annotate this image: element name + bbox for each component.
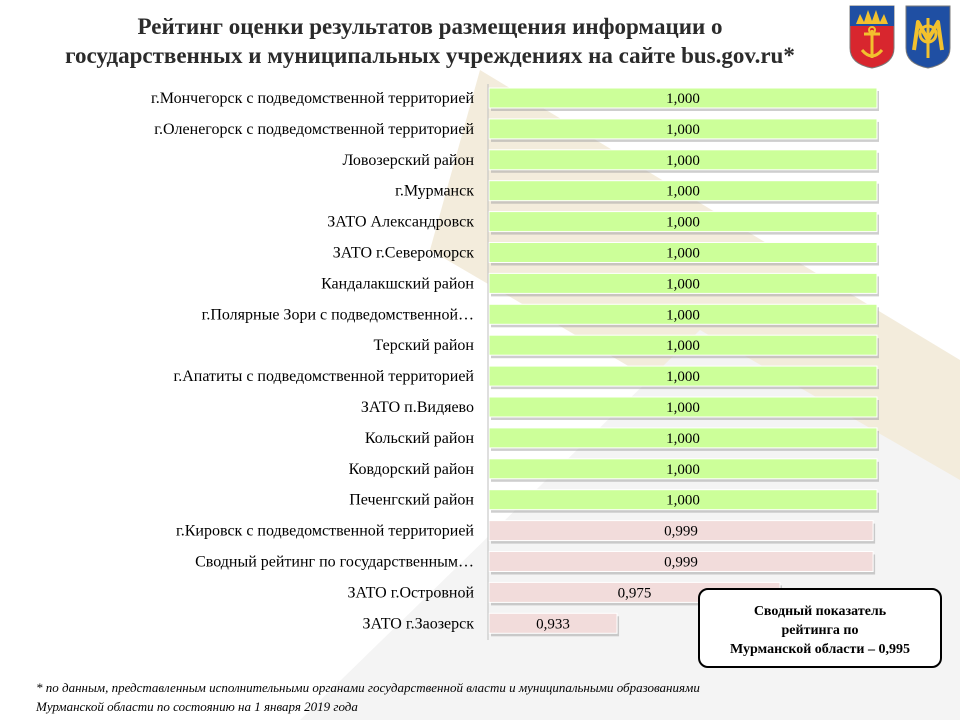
ministry-of-finance-logo-icon bbox=[905, 5, 951, 69]
bar bbox=[488, 551, 874, 572]
bar bbox=[488, 612, 618, 634]
bar bbox=[488, 180, 878, 202]
category-label: г.Апатиты с подведомственной территорией bbox=[173, 368, 474, 385]
bar bbox=[488, 427, 878, 449]
bar bbox=[488, 520, 874, 542]
bar bbox=[488, 149, 878, 171]
value-label: 1,000 bbox=[666, 431, 700, 447]
category-label: г.Кировск с подведомственной территорией bbox=[176, 523, 474, 540]
value-label: 1,000 bbox=[666, 215, 700, 231]
value-label: 1,000 bbox=[666, 493, 700, 509]
summary-line-1: Сводный показатель bbox=[753, 604, 887, 619]
category-label: ЗАТО г.Североморск bbox=[333, 245, 474, 262]
footnote: * по данным, представленным исполнительн… bbox=[36, 678, 916, 716]
category-label: Ковдорский район bbox=[349, 461, 475, 478]
category-label: Сводный рейтинг по государственным… bbox=[195, 554, 474, 571]
value-label: 1,000 bbox=[666, 462, 700, 478]
bar bbox=[488, 272, 878, 294]
bar bbox=[488, 303, 878, 325]
value-label: 0,933 bbox=[536, 616, 570, 632]
bar bbox=[488, 365, 878, 387]
category-label: ЗАТО г.Островной bbox=[347, 584, 474, 601]
summary-box: Сводный показатель рейтинга по Мурманско… bbox=[698, 588, 942, 668]
category-label: ЗАТО г.Заозерск bbox=[363, 615, 475, 632]
bar bbox=[488, 211, 878, 233]
value-label: 1,000 bbox=[666, 246, 700, 262]
value-label: 1,000 bbox=[666, 338, 700, 354]
category-label: ЗАТО Александровск bbox=[327, 214, 474, 231]
value-label: 1,000 bbox=[666, 307, 700, 323]
bar bbox=[488, 118, 878, 140]
category-label: Терский район bbox=[374, 337, 475, 354]
category-label: г.Полярные Зори с подведомственной… bbox=[202, 306, 474, 323]
summary-line-3: Мурманской области – 0,995 bbox=[730, 642, 910, 657]
murmansk-coat-of-arms-icon bbox=[849, 5, 895, 69]
bar bbox=[488, 458, 878, 480]
value-label: 0,999 bbox=[664, 555, 698, 571]
bar bbox=[488, 87, 878, 109]
category-label: Ловозерский район bbox=[342, 152, 474, 169]
bar bbox=[488, 334, 878, 356]
category-label: г.Оленегорск с подведомственной территор… bbox=[154, 121, 474, 138]
footnote-line-2: Мурманской области по состоянию на 1 янв… bbox=[36, 699, 358, 714]
value-label: 1,000 bbox=[666, 276, 700, 292]
chart-title: Рейтинг оценки результатов размещения ин… bbox=[30, 12, 830, 70]
value-label: 1,000 bbox=[666, 122, 700, 138]
value-label: 1,000 bbox=[666, 369, 700, 385]
category-label: ЗАТО п.Видяево bbox=[361, 399, 474, 416]
category-label: Печенгский район bbox=[349, 492, 474, 509]
category-label: Кандалакшский район bbox=[321, 275, 474, 292]
value-label: 0,975 bbox=[618, 585, 652, 601]
bar bbox=[488, 396, 878, 418]
value-label: 1,000 bbox=[666, 91, 700, 107]
category-label: г.Мончегорск с подведомственной территор… bbox=[151, 90, 474, 107]
value-label: 1,000 bbox=[666, 400, 700, 416]
value-label: 1,000 bbox=[666, 184, 700, 200]
chart-title-line-2: государственных и муниципальных учрежден… bbox=[65, 43, 795, 68]
chart-title-line-1: Рейтинг оценки результатов размещения ин… bbox=[137, 14, 723, 39]
bar bbox=[488, 489, 878, 511]
category-label: г.Мурманск bbox=[395, 183, 474, 200]
value-label: 1,000 bbox=[666, 153, 700, 169]
value-label: 0,999 bbox=[664, 524, 698, 540]
bar bbox=[488, 242, 878, 263]
footnote-line-1: * по данным, представленным исполнительн… bbox=[36, 680, 700, 695]
summary-line-2: рейтинга по bbox=[781, 623, 859, 638]
category-label: Кольский район bbox=[365, 430, 475, 447]
